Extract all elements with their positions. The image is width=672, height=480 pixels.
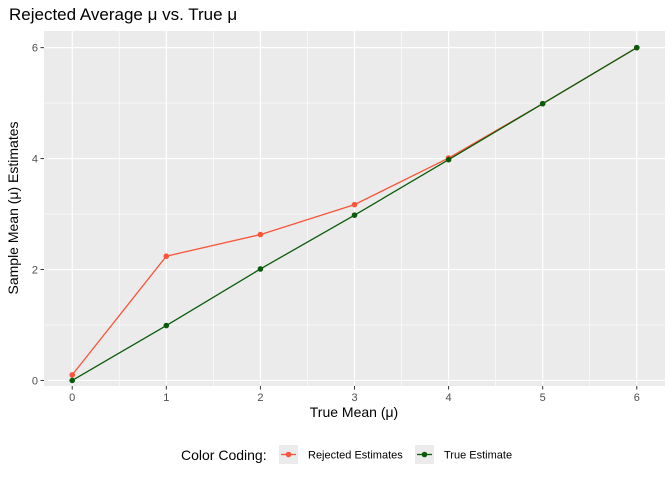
x-tick-label: 1 — [163, 392, 169, 404]
data-point-rejected-estimates — [351, 201, 358, 208]
y-tick-label: 6 — [32, 43, 38, 55]
x-axis: 0 1 2 3 4 5 6 — [69, 386, 640, 404]
data-point-true-estimate — [257, 266, 264, 272]
y-tick-label: 2 — [32, 265, 38, 277]
data-point-true-estimate — [163, 322, 170, 329]
data-point-rejected-estimates — [257, 231, 264, 238]
x-axis-title: True Mean (μ) — [310, 404, 398, 420]
x-tick-label: 6 — [634, 392, 640, 404]
x-tick-label: 0 — [69, 392, 75, 404]
chart-title: Rejected Average μ vs. True μ — [9, 5, 237, 24]
data-point-rejected-estimates — [69, 372, 76, 378]
legend: Color Coding: Rejected Estimates True Est… — [181, 445, 512, 464]
data-point-rejected-estimates — [163, 253, 170, 260]
legend-key-point-rejected-estimates — [285, 451, 292, 458]
x-tick-label: 3 — [351, 392, 357, 404]
y-tick-label: 4 — [32, 154, 38, 166]
data-point-true-estimate — [445, 156, 452, 163]
x-tick-label: 2 — [257, 392, 263, 404]
legend-label-rejected-estimates: Rejected Estimates — [308, 450, 403, 462]
data-point-true-estimate — [351, 212, 358, 218]
y-tick-label: 0 — [32, 375, 38, 387]
x-tick-label: 5 — [540, 392, 546, 404]
y-axis-title: Sample Mean (μ) Estimates — [5, 121, 21, 294]
data-point-true-estimate — [633, 44, 640, 51]
data-point-true-estimate — [539, 100, 546, 107]
minor-gridlines — [44, 31, 665, 386]
series-layer — [69, 44, 640, 384]
legend-title: Color Coding: — [181, 447, 267, 463]
x-tick-label: 4 — [446, 392, 452, 404]
data-point-true-estimate — [69, 377, 76, 384]
y-axis: 0 2 4 6 — [32, 43, 44, 387]
legend-label-true-estimate: True Estimate — [444, 450, 512, 462]
legend-key-point-true-estimate — [421, 451, 428, 458]
